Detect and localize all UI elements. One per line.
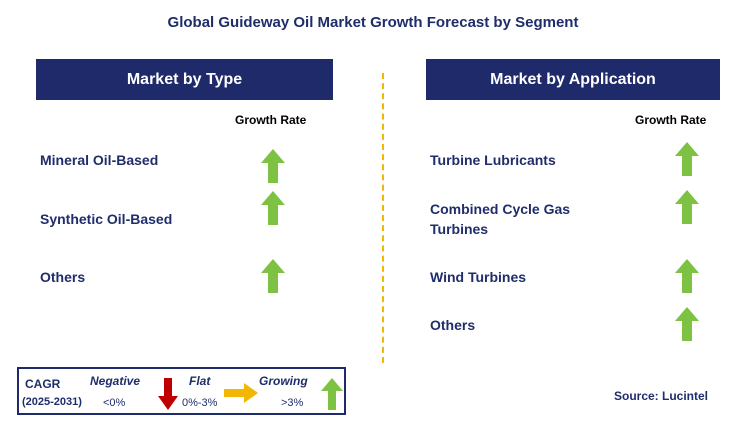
legend-cagr-label: CAGR [25, 377, 61, 391]
legend-box: CAGR (2025-2031) Negative <0% Flat 0%-3%… [17, 367, 346, 415]
negative-arrow-icon [158, 378, 178, 410]
type-header: Market by Type [36, 59, 333, 100]
application-growth-rate-label: Growth Rate [635, 113, 707, 127]
growing-arrow-icon [261, 149, 285, 183]
application-header: Market by Application [426, 59, 720, 100]
legend-growing-label: Growing [259, 374, 308, 388]
chart-title: Global Guideway Oil Market Growth Foreca… [167, 14, 579, 31]
type-item-mineral: Mineral Oil-Based [40, 152, 159, 168]
application-item-wind-turbines: Wind Turbines [430, 269, 527, 285]
growing-arrow-icon [261, 191, 285, 225]
growing-arrow-icon [675, 190, 699, 224]
application-item-combined-cycle: Combined Cycle Gas Turbines [430, 201, 571, 237]
source-label: Source: Lucintel [614, 389, 709, 403]
application-item-others: Others [430, 317, 476, 333]
growing-arrow-icon [675, 307, 699, 341]
growing-arrow-icon [675, 259, 699, 293]
panel-divider [382, 73, 384, 363]
growing-arrow-icon [675, 142, 699, 176]
legend-flat-range: 0%-3% [182, 397, 218, 409]
legend-negative-label: Negative [90, 374, 141, 388]
legend-growing-range: >3% [281, 397, 304, 409]
type-item-others: Others [40, 269, 86, 285]
legend-negative-range: <0% [103, 397, 126, 409]
growing-arrow-icon [261, 259, 285, 293]
type-growth-rate-label: Growth Rate [235, 113, 307, 127]
growing-arrow-icon [321, 378, 343, 410]
flat-arrow-icon [224, 383, 258, 403]
legend-flat-label: Flat [189, 374, 211, 388]
legend-period: (2025-2031) [22, 396, 82, 408]
type-item-synthetic: Synthetic Oil-Based [40, 211, 173, 227]
application-item-turbine-lubricants: Turbine Lubricants [430, 152, 556, 168]
